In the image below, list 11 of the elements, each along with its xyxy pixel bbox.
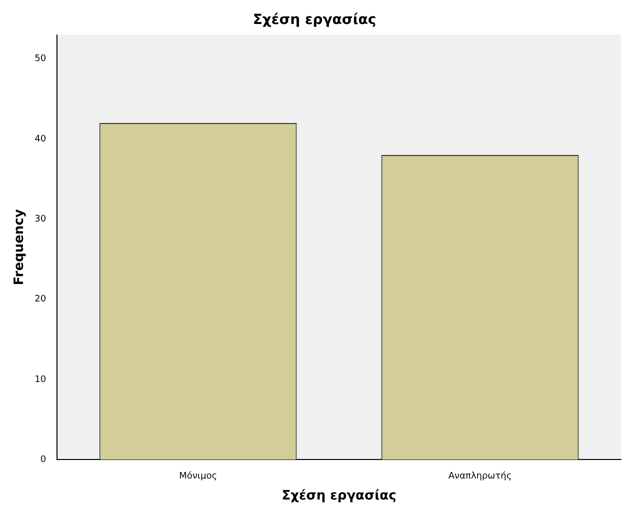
x-axis-title: Σχέση εργασίας	[282, 488, 396, 504]
x-tick-label: Μόνιμος	[179, 470, 217, 482]
y-tick-label: 10	[34, 374, 46, 385]
y-tick-label: 0	[40, 454, 46, 465]
y-tick-label: 50	[34, 54, 46, 64]
y-axis-title: Frequency	[12, 208, 28, 286]
x-tick-label: Αναπληρωτής	[448, 470, 512, 482]
y-tick-label: 20	[34, 294, 46, 305]
y-tick-label: 40	[34, 134, 46, 144]
y-tick-label: 30	[34, 214, 46, 224]
chart-title: Σχέση εργασίας	[252, 12, 376, 28]
